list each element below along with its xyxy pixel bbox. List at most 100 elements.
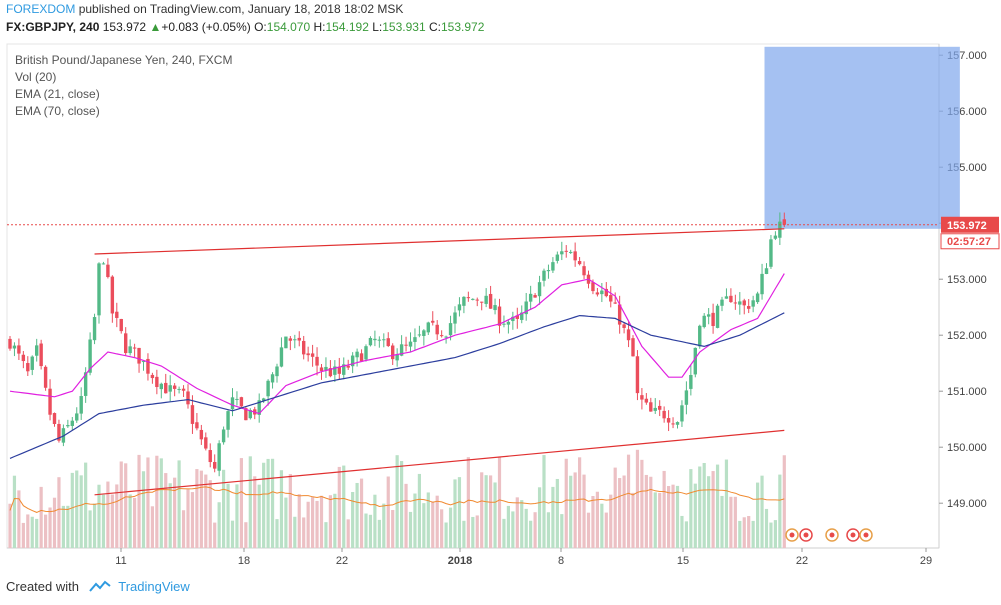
volume-bar <box>662 470 666 548</box>
ema70-line <box>9 312 785 459</box>
volume-bar <box>533 512 537 548</box>
volume-bar <box>288 474 292 548</box>
candle-body <box>101 263 106 265</box>
volume-bar <box>408 511 413 548</box>
tradingview-link[interactable]: TradingView <box>118 579 190 594</box>
volume-bar <box>640 459 644 548</box>
volume-bar <box>222 469 226 548</box>
candle-body <box>355 351 359 358</box>
volume-bar <box>17 490 21 548</box>
volume-bar <box>715 464 720 548</box>
volume-bar <box>128 494 132 548</box>
volume-bar <box>79 475 83 548</box>
candle-body <box>640 395 644 400</box>
volume-bar <box>302 517 306 548</box>
volume-bar <box>613 467 617 548</box>
volume-bar <box>635 449 640 548</box>
candle-body <box>382 339 386 341</box>
candle-body <box>57 423 61 441</box>
candle-body <box>97 263 101 316</box>
volume-bar <box>560 514 564 548</box>
volume-bar <box>124 463 128 548</box>
volume-bar <box>70 472 74 548</box>
legend-item: EMA (70, close) <box>15 104 100 118</box>
candle-body <box>635 356 640 394</box>
volume-bar <box>351 491 355 548</box>
volume-bar <box>626 454 631 548</box>
candle-body <box>511 316 515 322</box>
volume-bar <box>173 477 177 548</box>
volume-bar <box>578 457 582 548</box>
volume-bar <box>84 462 88 548</box>
ohlc-line: FX:GBPJPY, 240 153.972 ▲+0.083 (+0.05%) … <box>6 20 484 34</box>
candle-body <box>609 295 613 302</box>
volume-bar <box>711 471 715 548</box>
volume-bar <box>395 455 399 548</box>
volume-bar <box>270 458 275 548</box>
volume-bar <box>253 476 257 548</box>
volume-bar <box>275 519 279 548</box>
candle-body <box>364 346 368 360</box>
candle-body <box>604 288 608 297</box>
volume-bar <box>106 481 110 548</box>
volume-bar <box>21 522 25 548</box>
volume-bar <box>444 522 448 548</box>
open-label: O: <box>254 20 267 34</box>
candle-body <box>270 374 275 383</box>
volume-bar <box>57 477 61 548</box>
volume-bar <box>595 491 599 548</box>
footer: Created with TradingView <box>6 579 190 594</box>
candle-body <box>546 270 551 272</box>
candle-body <box>12 345 17 349</box>
volume-bar <box>546 512 551 548</box>
volume-bar <box>520 500 524 548</box>
candle-body <box>21 354 26 362</box>
volume-bar <box>368 514 373 548</box>
volume-bar <box>431 501 435 548</box>
candle-body <box>239 397 244 407</box>
candle-body <box>497 306 502 326</box>
volume-bar <box>747 516 751 548</box>
candle-body <box>346 365 350 368</box>
candle-body <box>413 337 417 342</box>
publish-line: FOREXDOM published on TradingView.com, J… <box>6 2 403 16</box>
volume-bar <box>618 478 622 548</box>
volume-bar <box>600 503 604 548</box>
volume-bar <box>342 465 346 548</box>
y-tick-label: 153.000 <box>947 274 987 286</box>
close-label: C: <box>428 20 441 34</box>
volume-bar <box>328 495 332 548</box>
candle-body <box>613 302 617 304</box>
candle-body <box>248 410 252 419</box>
volume-bar <box>235 484 239 548</box>
volume-bar <box>738 520 742 548</box>
candle-body <box>208 450 212 463</box>
volume-bar <box>306 501 310 548</box>
candle-body <box>230 397 235 410</box>
event-dot-icon <box>850 532 856 538</box>
candle-body <box>39 343 43 367</box>
candle-body <box>226 411 230 430</box>
candle-body <box>626 329 631 341</box>
volume-bar <box>52 497 57 548</box>
event-dot-icon <box>803 532 809 538</box>
candle-body <box>747 306 751 309</box>
volume-bar <box>724 459 729 548</box>
candle-body <box>658 405 662 410</box>
volume-bar <box>769 522 773 548</box>
volume-bar <box>644 474 648 548</box>
high-label: H: <box>313 20 326 34</box>
volume-bar <box>284 497 288 548</box>
volume-bar <box>573 472 577 548</box>
volume-bar <box>244 522 248 548</box>
volume-bar <box>8 503 12 548</box>
candle-body <box>244 408 248 421</box>
author-link[interactable]: FOREXDOM <box>6 2 76 16</box>
candle-body <box>551 262 555 271</box>
volume-bar <box>693 483 697 548</box>
y-tick-label: 150.000 <box>947 442 987 454</box>
volume-bar <box>324 522 328 548</box>
candle-body <box>288 338 293 341</box>
candle-body <box>720 299 724 306</box>
